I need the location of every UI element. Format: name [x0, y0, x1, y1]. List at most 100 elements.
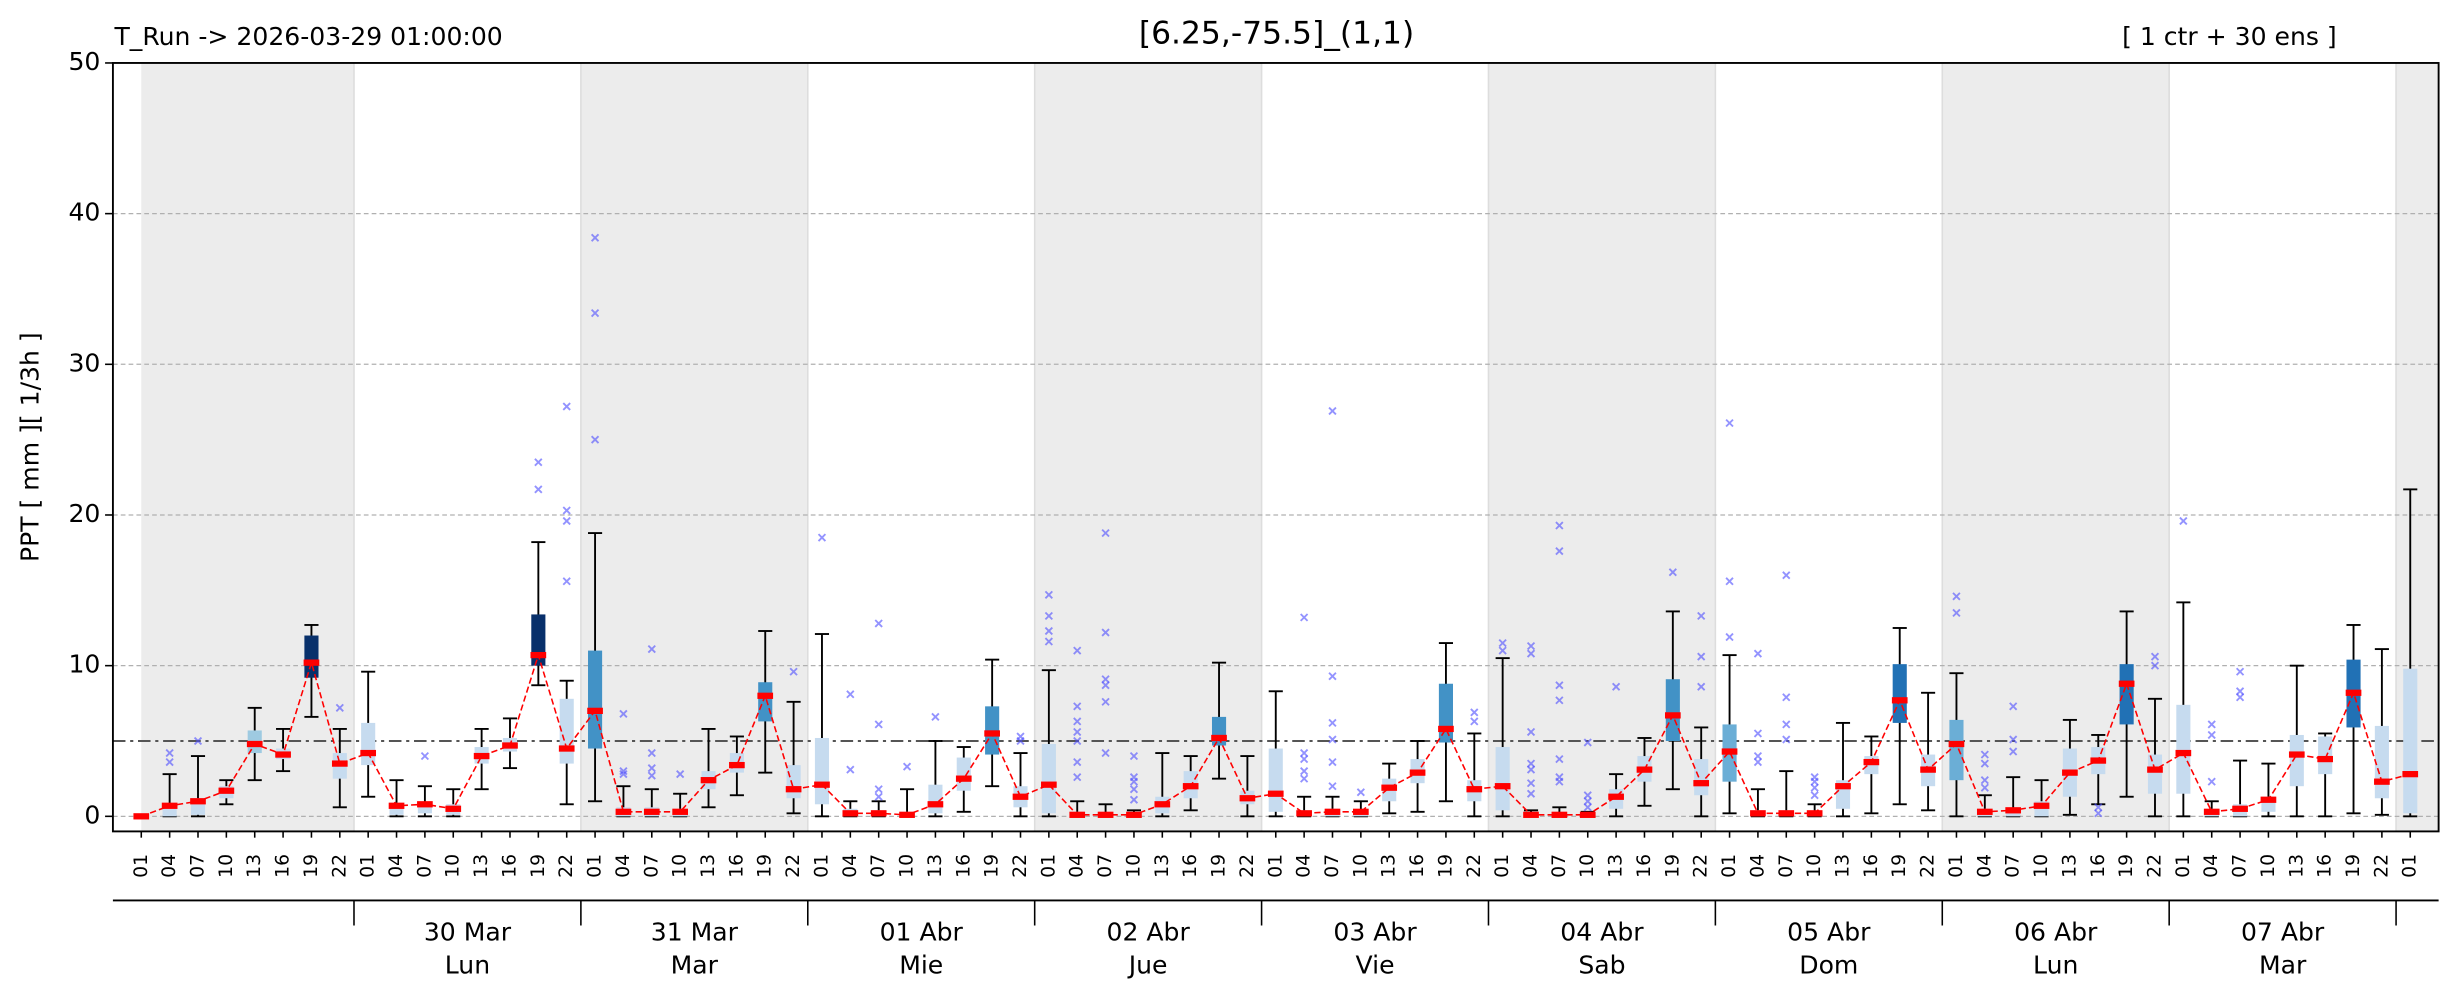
box [2289, 734, 2304, 787]
outlier [1810, 791, 1819, 800]
day-weekday: Sab [1578, 950, 1625, 979]
x-tick-label: 04 [1294, 854, 1315, 878]
box-group [531, 458, 546, 687]
outlier [2150, 661, 2160, 670]
day-weekday: Mar [671, 950, 719, 979]
outlier [1555, 696, 1564, 705]
y-tick-label: 50 [68, 47, 100, 76]
outlier [931, 712, 940, 722]
day-weekday: Dom [1799, 950, 1858, 979]
median-mark [1466, 786, 1483, 793]
median-mark [672, 808, 688, 815]
median-mark [2090, 757, 2107, 764]
outlier [1498, 638, 1507, 648]
outlier [2235, 687, 2245, 696]
outlier [676, 770, 685, 779]
median-mark [1551, 811, 1568, 818]
outlier [534, 458, 543, 467]
ensemble-label: [ 1 ctr + 30 ens ] [2122, 22, 2337, 51]
median-mark [2033, 802, 2050, 809]
median-mark [1806, 810, 1823, 817]
outlier [1952, 592, 1961, 601]
x-tick-label: 01 [1265, 854, 1286, 878]
x-tick-label: 19 [1889, 854, 1910, 878]
outlier [1328, 757, 1337, 767]
median-mark [2203, 808, 2220, 815]
day-date: 30 Mar [424, 917, 512, 946]
median-mark [870, 810, 887, 817]
x-tick-label: 10 [2031, 854, 2052, 878]
x-tick-label: 07 [1095, 854, 1116, 878]
outlier [1980, 783, 1989, 792]
box-group [899, 762, 915, 818]
box [1495, 747, 1510, 811]
x-tick-label: 19 [1435, 854, 1456, 878]
outlier [1583, 803, 1592, 812]
outlier [2009, 747, 2018, 756]
outlier [1101, 748, 1110, 758]
outlier [874, 619, 883, 628]
median-mark [2288, 751, 2305, 758]
outlier [1470, 708, 1479, 717]
x-tick-label: 22 [783, 854, 804, 878]
box-group [2346, 624, 2361, 815]
x-tick-label: 04 [613, 854, 634, 878]
box-group [1750, 649, 1765, 818]
outlier [1697, 682, 1706, 691]
box [2119, 664, 2134, 725]
median-mark [1891, 697, 1908, 704]
median-mark [161, 802, 178, 809]
median-mark [1920, 766, 1936, 773]
box [1665, 679, 1680, 741]
x-tick-label: 13 [1606, 854, 1627, 878]
x-tick-label: 10 [2258, 854, 2279, 878]
outlier [562, 402, 571, 411]
median-mark [615, 808, 632, 815]
outlier [2150, 652, 2160, 661]
outlier [1725, 418, 1734, 428]
x-tick-label: 16 [2315, 854, 2336, 878]
outlier [1101, 697, 1110, 706]
median-mark [1041, 781, 1057, 788]
box [1041, 744, 1056, 814]
x-tick-label: 01 [811, 854, 832, 878]
x-tick-label: 04 [1974, 854, 1995, 878]
box [588, 650, 603, 749]
x-tick-label: 04 [1521, 854, 1542, 878]
box-group [1807, 773, 1822, 818]
outlier [1555, 547, 1564, 556]
median-mark [218, 787, 235, 794]
x-tick-label: 04 [2201, 854, 2222, 878]
x-tick-label: 01 [1492, 854, 1513, 878]
day-date: 02 Abr [1106, 917, 1190, 946]
median-mark [2374, 778, 2390, 785]
outlier [1526, 727, 1536, 737]
outlier [1725, 632, 1734, 642]
median-mark [814, 781, 830, 788]
outlier [1810, 783, 1819, 792]
x-tick-label: 22 [329, 854, 350, 878]
day-date: 06 Abr [2014, 917, 2098, 946]
outlier [1697, 652, 1706, 661]
outlier [1073, 727, 1082, 737]
x-tick-label: 22 [1691, 854, 1712, 878]
outlier [1753, 729, 1763, 738]
outlier [647, 771, 656, 780]
x-tick-label: 22 [1010, 854, 1031, 878]
box-group [1325, 406, 1340, 818]
x-tick-label: 07 [1776, 854, 1797, 878]
outlier [1073, 773, 1082, 782]
median-mark [1778, 810, 1795, 817]
outlier [1810, 773, 1819, 782]
x-tick-label: 13 [1833, 854, 1854, 878]
x-tick-label: 10 [216, 854, 237, 878]
outlier [1526, 641, 1536, 651]
median-mark [643, 808, 660, 815]
box [2403, 668, 2418, 814]
x-tick-label: 04 [1067, 854, 1088, 878]
day-shade [2396, 62, 2439, 832]
x-tick-label: 13 [698, 854, 719, 878]
outlier [1328, 735, 1337, 744]
median-mark [1494, 783, 1511, 790]
x-tick-label: 01 [1946, 854, 1967, 878]
